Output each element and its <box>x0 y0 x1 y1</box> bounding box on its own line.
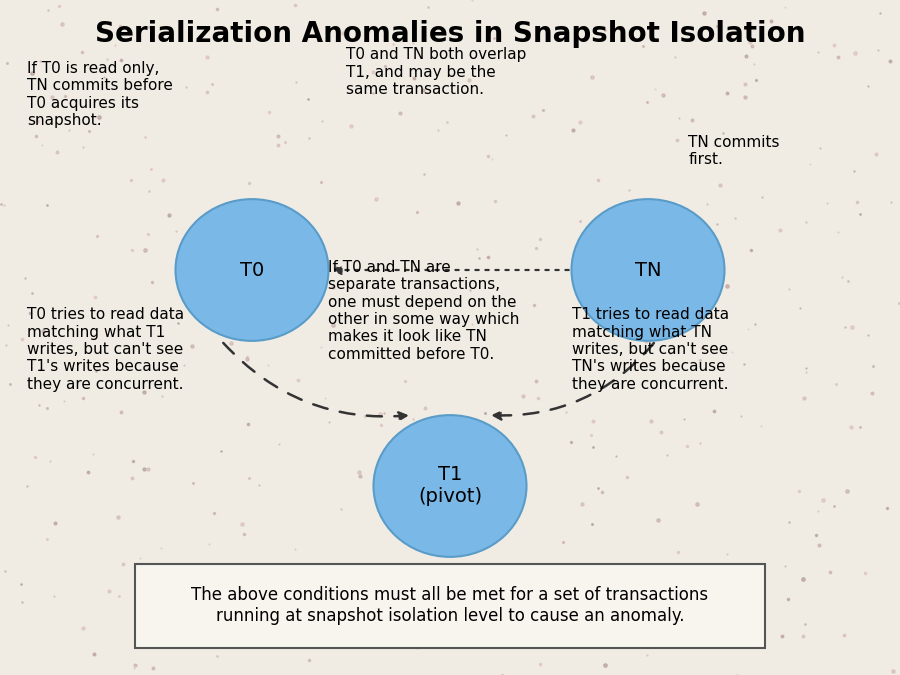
Text: T0 and TN both overlap
T1, and may be the
same transaction.: T0 and TN both overlap T1, and may be th… <box>346 47 526 97</box>
FancyArrowPatch shape <box>223 343 406 420</box>
Text: T0 tries to read data
matching what T1
writes, but can't see
T1's writes because: T0 tries to read data matching what T1 w… <box>27 307 184 391</box>
Ellipse shape <box>176 199 328 341</box>
FancyBboxPatch shape <box>135 564 765 648</box>
Text: T1
(pivot): T1 (pivot) <box>418 466 482 506</box>
FancyArrowPatch shape <box>494 343 654 419</box>
Ellipse shape <box>572 199 724 341</box>
Text: The above conditions must all be met for a set of transactions
running at snapsh: The above conditions must all be met for… <box>192 587 708 625</box>
Text: If T0 is read only,
TN commits before
T0 acquires its
snapshot.: If T0 is read only, TN commits before T0… <box>27 61 173 128</box>
Text: T0: T0 <box>240 261 264 279</box>
Text: TN commits
first.: TN commits first. <box>688 135 780 167</box>
Text: If T0 and TN are
separate transactions,
one must depend on the
other in some way: If T0 and TN are separate transactions, … <box>328 260 520 362</box>
FancyArrowPatch shape <box>334 266 569 274</box>
Text: TN: TN <box>634 261 662 279</box>
Ellipse shape <box>374 415 526 557</box>
Text: T1 tries to read data
matching what TN
writes, but can't see
TN's writes because: T1 tries to read data matching what TN w… <box>572 307 729 391</box>
Text: Serialization Anomalies in Snapshot Isolation: Serialization Anomalies in Snapshot Isol… <box>94 20 806 48</box>
